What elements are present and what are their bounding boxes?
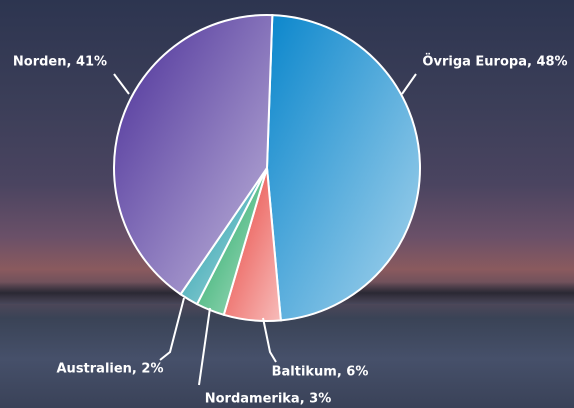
pie-slice — [113, 14, 274, 296]
slice-label: Norden, 41% — [13, 55, 107, 70]
slice-label: Övriga Europa, 48% — [422, 54, 567, 70]
leader-line — [113, 73, 130, 95]
leader-line — [401, 73, 417, 95]
slice-label: Nordamerika, 3% — [205, 392, 331, 407]
leader-line — [198, 307, 211, 386]
pie-slice — [265, 14, 421, 322]
leader-line — [159, 297, 185, 361]
slice-label: Baltikum, 6% — [272, 365, 369, 380]
leader-line — [262, 317, 277, 363]
slice-label: Australien, 2% — [57, 362, 164, 377]
